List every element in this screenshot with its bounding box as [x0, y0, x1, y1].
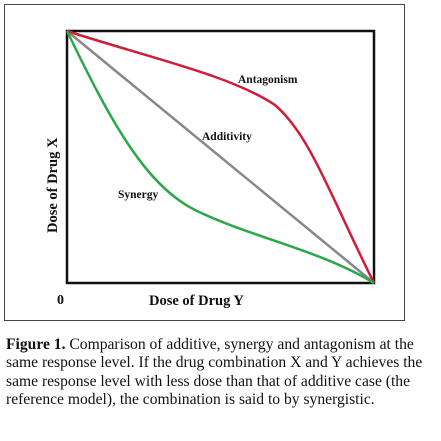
origin-label: 0	[57, 293, 64, 308]
figure-caption: Figure 1. Comparison of additive, synerg…	[6, 336, 436, 410]
x-axis-label: Dose of Drug Y	[149, 293, 244, 309]
additivity-line	[66, 30, 375, 284]
y-axis-label: Dose of Drug X	[45, 137, 61, 233]
additivity-label: Additivity	[202, 131, 252, 143]
plot-area-border	[65, 29, 376, 285]
caption-text: Comparison of additive, synergy and anta…	[6, 336, 423, 409]
antagonism-label: Antagonism	[238, 74, 298, 86]
synergy-label: Synergy	[118, 189, 159, 201]
caption-label: Figure 1.	[6, 336, 66, 353]
antagonism-curve	[66, 29, 376, 284]
synergy-curve	[65, 30, 375, 285]
figure-frame	[4, 4, 405, 321]
